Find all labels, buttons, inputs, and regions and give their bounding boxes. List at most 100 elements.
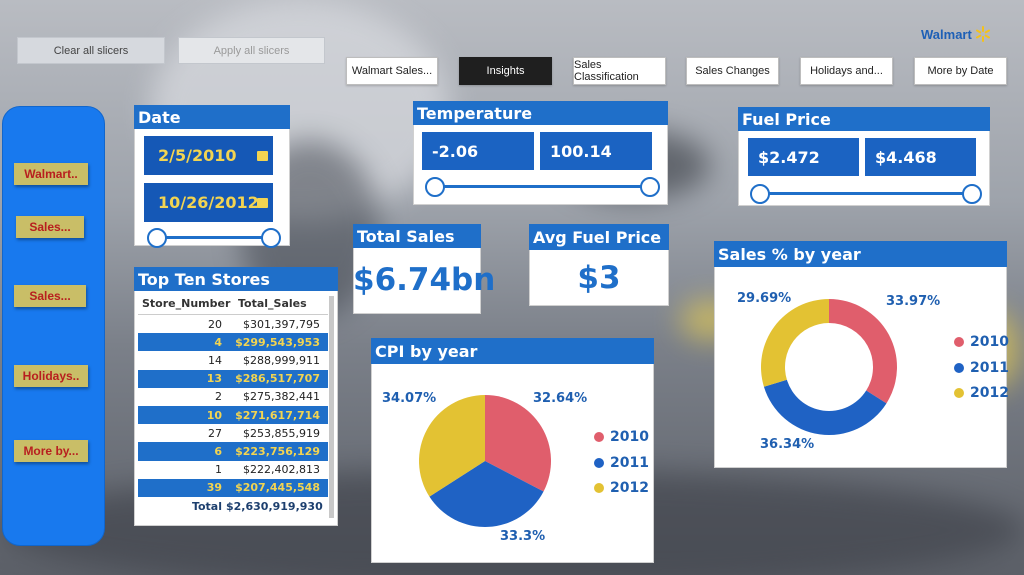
table-header: Store_Number Total_Sales	[138, 293, 328, 315]
top-stores-table: Store_Number Total_Sales 20 $301,397,795 …	[138, 293, 328, 517]
date-slider-track[interactable]	[157, 236, 271, 239]
store-number-cell: 27	[208, 426, 222, 440]
fuel-price-max-input[interactable]: $4.468	[865, 138, 976, 176]
cpi-slice-2011[interactable]	[429, 461, 544, 527]
sidebar-item-walmart[interactable]: Walmart..	[14, 163, 88, 185]
calendar-icon[interactable]	[257, 197, 268, 208]
total-value: $2,630,919,930	[226, 500, 323, 514]
column-header-total-sales[interactable]: Total_Sales	[238, 297, 307, 310]
table-row[interactable]: 4 $299,543,953	[138, 333, 328, 352]
cpi-label-2010: 32.64%	[533, 391, 588, 406]
temperature-slider-min-handle[interactable]	[425, 177, 445, 197]
fuel-price-slider-track[interactable]	[760, 192, 972, 195]
store-number-cell: 2	[215, 390, 222, 404]
sidebar-item-sales-1[interactable]: Sales...	[16, 216, 84, 238]
total-sales-cell: $222,402,813	[243, 463, 320, 477]
cpi-label-2011: 33.3%	[500, 529, 546, 544]
sales-donut-chart	[761, 299, 897, 435]
legend-label: 2010	[970, 334, 1009, 350]
legend-label: 2011	[970, 360, 1009, 376]
sales-slice-2012[interactable]	[761, 299, 829, 387]
sales-label-2012: 29.69%	[737, 291, 792, 306]
temperature-max-input[interactable]: 100.14	[540, 132, 652, 170]
store-number-cell: 1	[215, 463, 222, 477]
table-row[interactable]: 14 $288,999,911	[138, 351, 328, 369]
apply-slicers-button[interactable]: Apply all slicers	[178, 37, 325, 64]
legend-label: 2011	[610, 455, 649, 471]
temperature-min-input[interactable]: -2.06	[422, 132, 534, 170]
sales-label-2011: 36.34%	[760, 437, 815, 452]
table-row[interactable]: 10 $271,617,714	[138, 405, 328, 425]
total-sales-cell: $286,517,707	[235, 372, 320, 386]
cpi-slice-2010[interactable]	[485, 395, 551, 492]
tab-insights[interactable]: Insights	[459, 57, 552, 85]
total-sales-cell: $207,445,548	[235, 481, 320, 495]
legend-dot-2010	[594, 432, 604, 442]
cpi-slice-2012[interactable]	[419, 395, 485, 497]
start-date-input[interactable]: 2/5/2010	[144, 136, 273, 175]
temperature-slider-track[interactable]	[435, 185, 650, 188]
table-total-row: Total $2,630,919,930	[138, 497, 328, 517]
calendar-icon[interactable]	[257, 150, 268, 161]
temperature-slicer-title: Temperature	[413, 101, 668, 125]
store-number-cell: 14	[208, 353, 222, 367]
tab-sales-classification[interactable]: Sales Classification	[573, 57, 666, 85]
tab-sales-changes[interactable]: Sales Changes	[686, 57, 779, 85]
total-sales-cell: $271,617,714	[235, 408, 320, 422]
total-sales-cell: $301,397,795	[243, 317, 320, 331]
date-slider-start-handle[interactable]	[147, 228, 167, 248]
total-sales-cell: $288,999,911	[243, 353, 320, 367]
table-row[interactable]: 13 $286,517,707	[138, 369, 328, 388]
date-slicer-title: Date	[134, 105, 290, 129]
fuel-price-slider-max-handle[interactable]	[962, 184, 982, 204]
tab-more-by-date[interactable]: More by Date	[914, 57, 1007, 85]
legend-dot-2011	[954, 363, 964, 373]
sales-label-2010: 33.97%	[886, 294, 941, 309]
spark-icon	[975, 26, 990, 42]
table-row[interactable]: 2 $275,382,441	[138, 388, 328, 406]
sidebar-item-more-by[interactable]: More by...	[14, 440, 88, 462]
cpi-legend-2011[interactable]: 2011	[594, 455, 649, 471]
total-sales-value: $6.74bn	[353, 262, 496, 298]
store-number-cell: 4	[214, 335, 222, 349]
store-number-cell: 20	[208, 317, 222, 331]
tab-holidays[interactable]: Holidays and...	[800, 57, 893, 85]
table-row[interactable]: 20 $301,397,795	[138, 315, 328, 333]
clear-slicers-button[interactable]: Clear all slicers	[17, 37, 165, 64]
end-date-input[interactable]: 10/26/2012	[144, 183, 273, 222]
avg-fuel-price-title: Avg Fuel Price	[529, 224, 669, 250]
column-header-store-number[interactable]: Store_Number	[142, 297, 231, 310]
store-number-cell: 39	[206, 481, 222, 495]
legend-label: 2012	[970, 385, 1009, 401]
total-sales-cell: $253,855,919	[243, 426, 320, 440]
table-row[interactable]: 1 $222,402,813	[138, 461, 328, 479]
sidebar-item-holidays[interactable]: Holidays..	[14, 365, 88, 387]
end-date-value: 10/26/2012	[158, 193, 259, 212]
table-row[interactable]: 39 $207,445,548	[138, 478, 328, 497]
store-number-cell: 6	[214, 444, 222, 458]
sales-chart-title: Sales % by year	[714, 241, 1007, 267]
cpi-legend-2010[interactable]: 2010	[594, 429, 649, 445]
sales-legend-2010[interactable]: 2010	[954, 334, 1009, 350]
cpi-pie-chart	[419, 395, 551, 527]
start-date-value: 2/5/2010	[158, 146, 237, 165]
fuel-price-slider-min-handle[interactable]	[750, 184, 770, 204]
tab-walmart-sales[interactable]: Walmart Sales...	[346, 57, 438, 85]
sales-legend-2012[interactable]: 2012	[954, 385, 1009, 401]
cpi-label-2012: 34.07%	[382, 391, 437, 406]
fuel-price-min-input[interactable]: $2.472	[748, 138, 859, 176]
sales-slice-2011[interactable]	[763, 379, 887, 435]
table-scrollbar[interactable]	[329, 296, 334, 518]
cpi-legend-2012[interactable]: 2012	[594, 480, 649, 496]
table-row[interactable]: 6 $223,756,129	[138, 442, 328, 461]
total-label: Total	[191, 500, 222, 514]
sidebar-item-sales-2[interactable]: Sales...	[14, 285, 86, 307]
walmart-logo: Walmart	[921, 26, 991, 42]
sales-legend-2011[interactable]: 2011	[954, 360, 1009, 376]
avg-fuel-price-value: $3	[577, 260, 621, 296]
table-row[interactable]: 27 $253,855,919	[138, 424, 328, 442]
legend-label: 2012	[610, 480, 649, 496]
temperature-slider-max-handle[interactable]	[640, 177, 660, 197]
date-slider-end-handle[interactable]	[261, 228, 281, 248]
sales-slice-2010[interactable]	[829, 299, 897, 404]
